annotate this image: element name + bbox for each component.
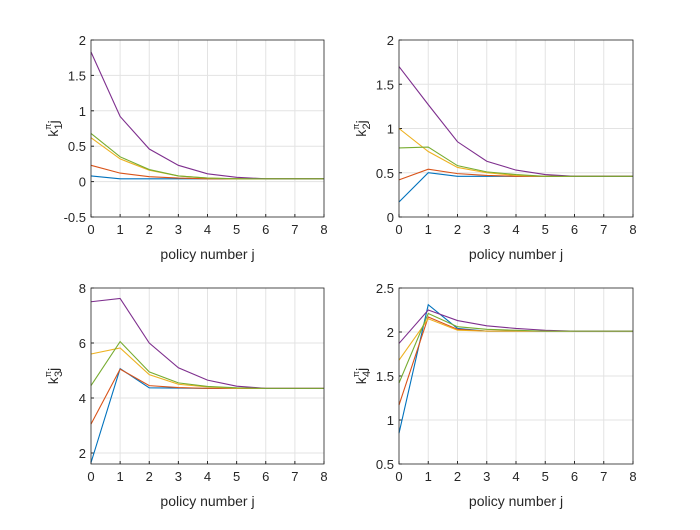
- series-line-5: [398, 146, 633, 177]
- y-label-subscript: 3: [53, 371, 65, 377]
- y-axis-label: kπ2j: [351, 120, 373, 136]
- y-tick-label: 1.5: [376, 369, 394, 384]
- x-tick-label: 8: [629, 469, 636, 484]
- y-tick-label: 8: [79, 281, 86, 296]
- y-tick-label: 1: [387, 122, 394, 137]
- x-tick-label: 1: [425, 222, 432, 237]
- x-tick-label: 6: [262, 222, 269, 237]
- x-tick-label: 6: [262, 469, 269, 484]
- x-tick-label: 7: [291, 222, 298, 237]
- y-tick-label: -0.5: [64, 210, 86, 225]
- y-tick-label: 6: [79, 336, 86, 351]
- y-label-suffix: j: [45, 368, 61, 372]
- x-tick-label: 3: [483, 469, 490, 484]
- y-label-suffix: j: [353, 120, 369, 124]
- x-tick-label: 5: [233, 222, 240, 237]
- x-tick-label: 4: [512, 222, 519, 237]
- y-axis-label: kπ1j: [43, 120, 65, 136]
- y-tick-label: 2: [387, 325, 394, 340]
- y-label-superscript: π: [351, 124, 361, 130]
- y-label-superscript: π: [43, 371, 53, 377]
- y-tick-label: 1.5: [68, 68, 86, 83]
- axes-box: [90, 287, 325, 465]
- y-label-subscript: 1: [53, 123, 65, 129]
- axes-box: [90, 39, 325, 218]
- x-tick-label: 2: [454, 469, 461, 484]
- x-tick-label: 4: [204, 469, 211, 484]
- y-tick-label: 0: [79, 175, 86, 190]
- x-tick-label: 5: [542, 222, 549, 237]
- x-tick-label: 1: [117, 222, 124, 237]
- x-tick-label: 2: [146, 469, 153, 484]
- y-tick-label: 1.5: [376, 77, 394, 92]
- y-label-base: k: [45, 376, 61, 384]
- x-tick-label: 7: [600, 222, 607, 237]
- y-label-suffix: j: [45, 120, 61, 124]
- axes-box: [398, 39, 634, 218]
- y-tick-label: 0.5: [68, 139, 86, 154]
- x-axis-label: policy number j: [469, 246, 563, 262]
- x-tick-label: 8: [629, 222, 636, 237]
- y-label-base: k: [353, 376, 369, 384]
- x-tick-label: 6: [571, 222, 578, 237]
- y-axis-label: kπ3j: [43, 368, 65, 384]
- y-label-base: k: [353, 129, 369, 137]
- y-tick-label: 4: [79, 391, 86, 406]
- x-tick-label: 1: [425, 469, 432, 484]
- x-tick-label: 8: [320, 222, 327, 237]
- x-tick-label: 3: [483, 222, 490, 237]
- x-tick-label: 1: [117, 469, 124, 484]
- x-tick-label: 7: [291, 469, 298, 484]
- y-tick-label: 2: [387, 33, 394, 48]
- series-line-5: [398, 312, 633, 384]
- x-axis-label: policy number j: [160, 246, 254, 262]
- y-tick-label: 0.5: [376, 457, 394, 472]
- x-tick-label: 0: [87, 222, 94, 237]
- x-tick-label: 3: [175, 222, 182, 237]
- y-label-superscript: π: [43, 124, 53, 130]
- x-tick-label: 4: [204, 222, 211, 237]
- x-tick-label: 6: [571, 469, 578, 484]
- x-tick-label: 0: [87, 469, 94, 484]
- y-tick-label: 1: [387, 413, 394, 428]
- y-label-superscript: π: [351, 371, 361, 377]
- x-tick-label: 4: [512, 469, 519, 484]
- y-tick-label: 2: [79, 446, 86, 461]
- y-tick-label: 2: [79, 33, 86, 48]
- x-tick-label: 5: [542, 469, 549, 484]
- x-tick-label: 7: [600, 469, 607, 484]
- x-tick-label: 0: [395, 222, 402, 237]
- y-label-suffix: j: [353, 368, 369, 372]
- series-line-5: [90, 340, 324, 389]
- y-label-subscript: 2: [361, 123, 373, 129]
- x-axis-label: policy number j: [160, 493, 254, 509]
- y-axis-label: kπ4j: [351, 368, 373, 384]
- x-tick-label: 2: [454, 222, 461, 237]
- x-tick-label: 5: [233, 469, 240, 484]
- x-tick-label: 0: [395, 469, 402, 484]
- series-line-5: [90, 133, 324, 180]
- y-label-base: k: [45, 129, 61, 137]
- x-tick-label: 8: [320, 469, 327, 484]
- y-tick-label: 1: [79, 104, 86, 119]
- x-axis-label: policy number j: [469, 493, 563, 509]
- x-tick-label: 2: [146, 222, 153, 237]
- x-tick-label: 3: [175, 469, 182, 484]
- y-tick-label: 2.5: [376, 281, 394, 296]
- y-tick-label: 0.5: [376, 166, 394, 181]
- axes-box: [398, 287, 634, 465]
- y-label-subscript: 4: [361, 371, 373, 377]
- y-tick-label: 0: [387, 210, 394, 225]
